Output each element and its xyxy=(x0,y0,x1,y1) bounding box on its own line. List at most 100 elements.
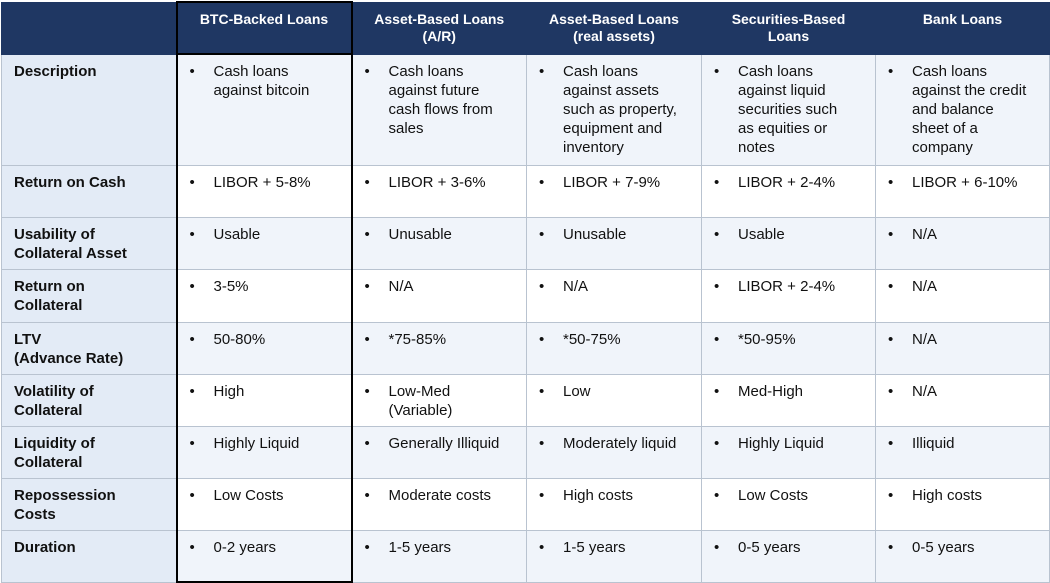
table-cell: • N/A xyxy=(875,373,1050,427)
bullet-dot: • xyxy=(539,434,545,452)
bullet-item: • Usable xyxy=(179,225,347,244)
cell-text: Low Costs xyxy=(214,486,347,505)
row-label: Duration xyxy=(1,529,177,583)
bullet-dot: • xyxy=(364,486,370,504)
bullet-item: • High costs xyxy=(528,486,698,505)
table-cell: • *75-85% xyxy=(351,321,527,375)
text-line: Highly Liquid xyxy=(213,434,300,452)
table-cell: • LIBOR + 5-8% xyxy=(175,164,353,218)
bullet-dot: • xyxy=(189,225,195,243)
bullet-item: • *50-75% xyxy=(528,330,698,349)
cell-text: High xyxy=(214,382,347,401)
bullet-item: • LIBOR + 6-10% xyxy=(877,173,1046,192)
text-line: 1-5 years xyxy=(563,538,626,556)
header-asset-based-loans-ar: Asset-Based Loans (A/R) xyxy=(351,1,527,55)
row-label: LTV (Advance Rate) xyxy=(1,321,177,375)
text-line: 3-5% xyxy=(213,277,249,295)
text-line: Highly Liquid xyxy=(738,434,824,452)
bullet-dot: • xyxy=(888,173,894,191)
bullet-item: • Unusable xyxy=(353,225,523,244)
text-line: LIBOR + 5-8% xyxy=(213,173,311,191)
bullet-item: • Moderately liquid xyxy=(528,434,698,453)
table-cell: • Generally Illiquid xyxy=(351,425,527,479)
text-line: Repossession xyxy=(14,486,116,504)
text-line: against assets xyxy=(563,81,659,99)
bullet-dot: • xyxy=(189,382,195,400)
text-line: LIBOR + 6-10% xyxy=(912,173,1018,191)
bullet-dot: • xyxy=(888,277,894,295)
bullet-item: • Low xyxy=(528,382,698,401)
row-label: Return on Collateral xyxy=(1,268,177,323)
text-line: against future xyxy=(388,81,480,99)
bullet-dot: • xyxy=(714,225,720,243)
bullet-item: • LIBOR + 7-9% xyxy=(528,173,698,192)
bullet-item: • Highly Liquid xyxy=(703,434,872,453)
text-line: 0-5 years xyxy=(912,538,975,556)
table-body: Description • Cash loans against bitcoin • Ca… xyxy=(1,53,1050,583)
text-line: Collateral Asset xyxy=(14,244,127,262)
text-line: Securities-Based xyxy=(731,10,846,27)
bullet-item: • 50-80% xyxy=(179,330,347,349)
table-cell: • Unusable xyxy=(351,216,527,270)
bullet-dot: • xyxy=(714,486,720,504)
text-line: company xyxy=(912,138,973,156)
bullet-item: • LIBOR + 3-6% xyxy=(353,173,523,192)
bullet-dot: • xyxy=(364,277,370,295)
table-cell: • LIBOR + 6-10% xyxy=(875,164,1050,218)
table-cell: • Illiquid xyxy=(875,425,1050,479)
row-label: Return on Cash xyxy=(1,164,177,218)
text-line: Med-High xyxy=(738,382,804,400)
text-line: LIBOR + 7-9% xyxy=(563,173,661,191)
bullet-item: • N/A xyxy=(877,225,1046,244)
table-cell: • 3-5% xyxy=(175,268,353,323)
bullet-item: • Unusable xyxy=(528,225,698,244)
text-line: Usable xyxy=(213,225,261,243)
text-line: High xyxy=(213,382,245,400)
text-line: *50-75% xyxy=(563,330,621,348)
text-line: Asset-Based Loans xyxy=(374,10,505,27)
text-line: and balance xyxy=(912,100,994,118)
table-cell: • Usable xyxy=(701,216,876,270)
table-row: LTV (Advance Rate) • 50-80% • *75-85% • *50-75%… xyxy=(1,321,1050,375)
table-cell: • High xyxy=(175,373,353,427)
table-cell: • 1-5 years xyxy=(526,529,702,583)
table-row: Usability of Collateral Asset • Usable • Unus… xyxy=(1,216,1050,270)
text-line: N/A xyxy=(563,277,589,295)
text-line: Moderate costs xyxy=(388,486,492,504)
cell-text: Highly Liquid xyxy=(214,434,347,453)
table-row: Duration • 0-2 years • 1-5 years • 1-5 years • 0… xyxy=(1,529,1050,583)
cell-text: *75-85% xyxy=(389,330,523,349)
text-line: Volatility of xyxy=(14,382,94,400)
cell-text: N/A xyxy=(389,277,523,296)
bullet-dot: • xyxy=(714,382,720,400)
table-cell: • N/A xyxy=(875,321,1050,375)
text-line: LIBOR + 2-4% xyxy=(738,173,836,191)
cell-text: High costs xyxy=(563,486,697,505)
text-line: Return on xyxy=(14,277,85,295)
header-row: BTC-Backed Loans Asset-Based Loans (A/R) … xyxy=(1,1,1050,55)
table-cell: • Moderate costs xyxy=(351,477,527,531)
bullet-dot: • xyxy=(539,486,545,504)
text-line: LIBOR + 2-4% xyxy=(738,277,836,295)
bullet-dot: • xyxy=(189,434,195,452)
text-line: Low Costs xyxy=(738,486,809,504)
bullet-dot: • xyxy=(539,62,545,80)
bullet-dot: • xyxy=(539,277,545,295)
cell-text: Unusable xyxy=(389,225,523,244)
bullet-item: • 1-5 years xyxy=(528,538,698,557)
bullet-item: • N/A xyxy=(353,277,523,296)
bullet-item: • N/A xyxy=(877,330,1046,349)
bullet-item: • Cash loans against future cash flows from… xyxy=(353,62,523,138)
cell-text: Usable xyxy=(738,225,871,244)
text-line: sales xyxy=(388,119,424,137)
table-row: Description • Cash loans against bitcoin • Ca… xyxy=(1,53,1050,166)
text-line: (real assets) xyxy=(573,27,655,44)
text-line: Usability of xyxy=(14,225,95,243)
text-line: Illiquid xyxy=(912,434,955,452)
table-cell: • Highly Liquid xyxy=(701,425,876,479)
header-bank-loans: Bank Loans xyxy=(875,1,1050,55)
text-line: LIBOR + 3-6% xyxy=(388,173,486,191)
table-cell: • Cash loans against assets such as propert… xyxy=(526,53,702,166)
cell-text: N/A xyxy=(563,277,697,296)
cell-text: Moderate costs xyxy=(389,486,523,505)
